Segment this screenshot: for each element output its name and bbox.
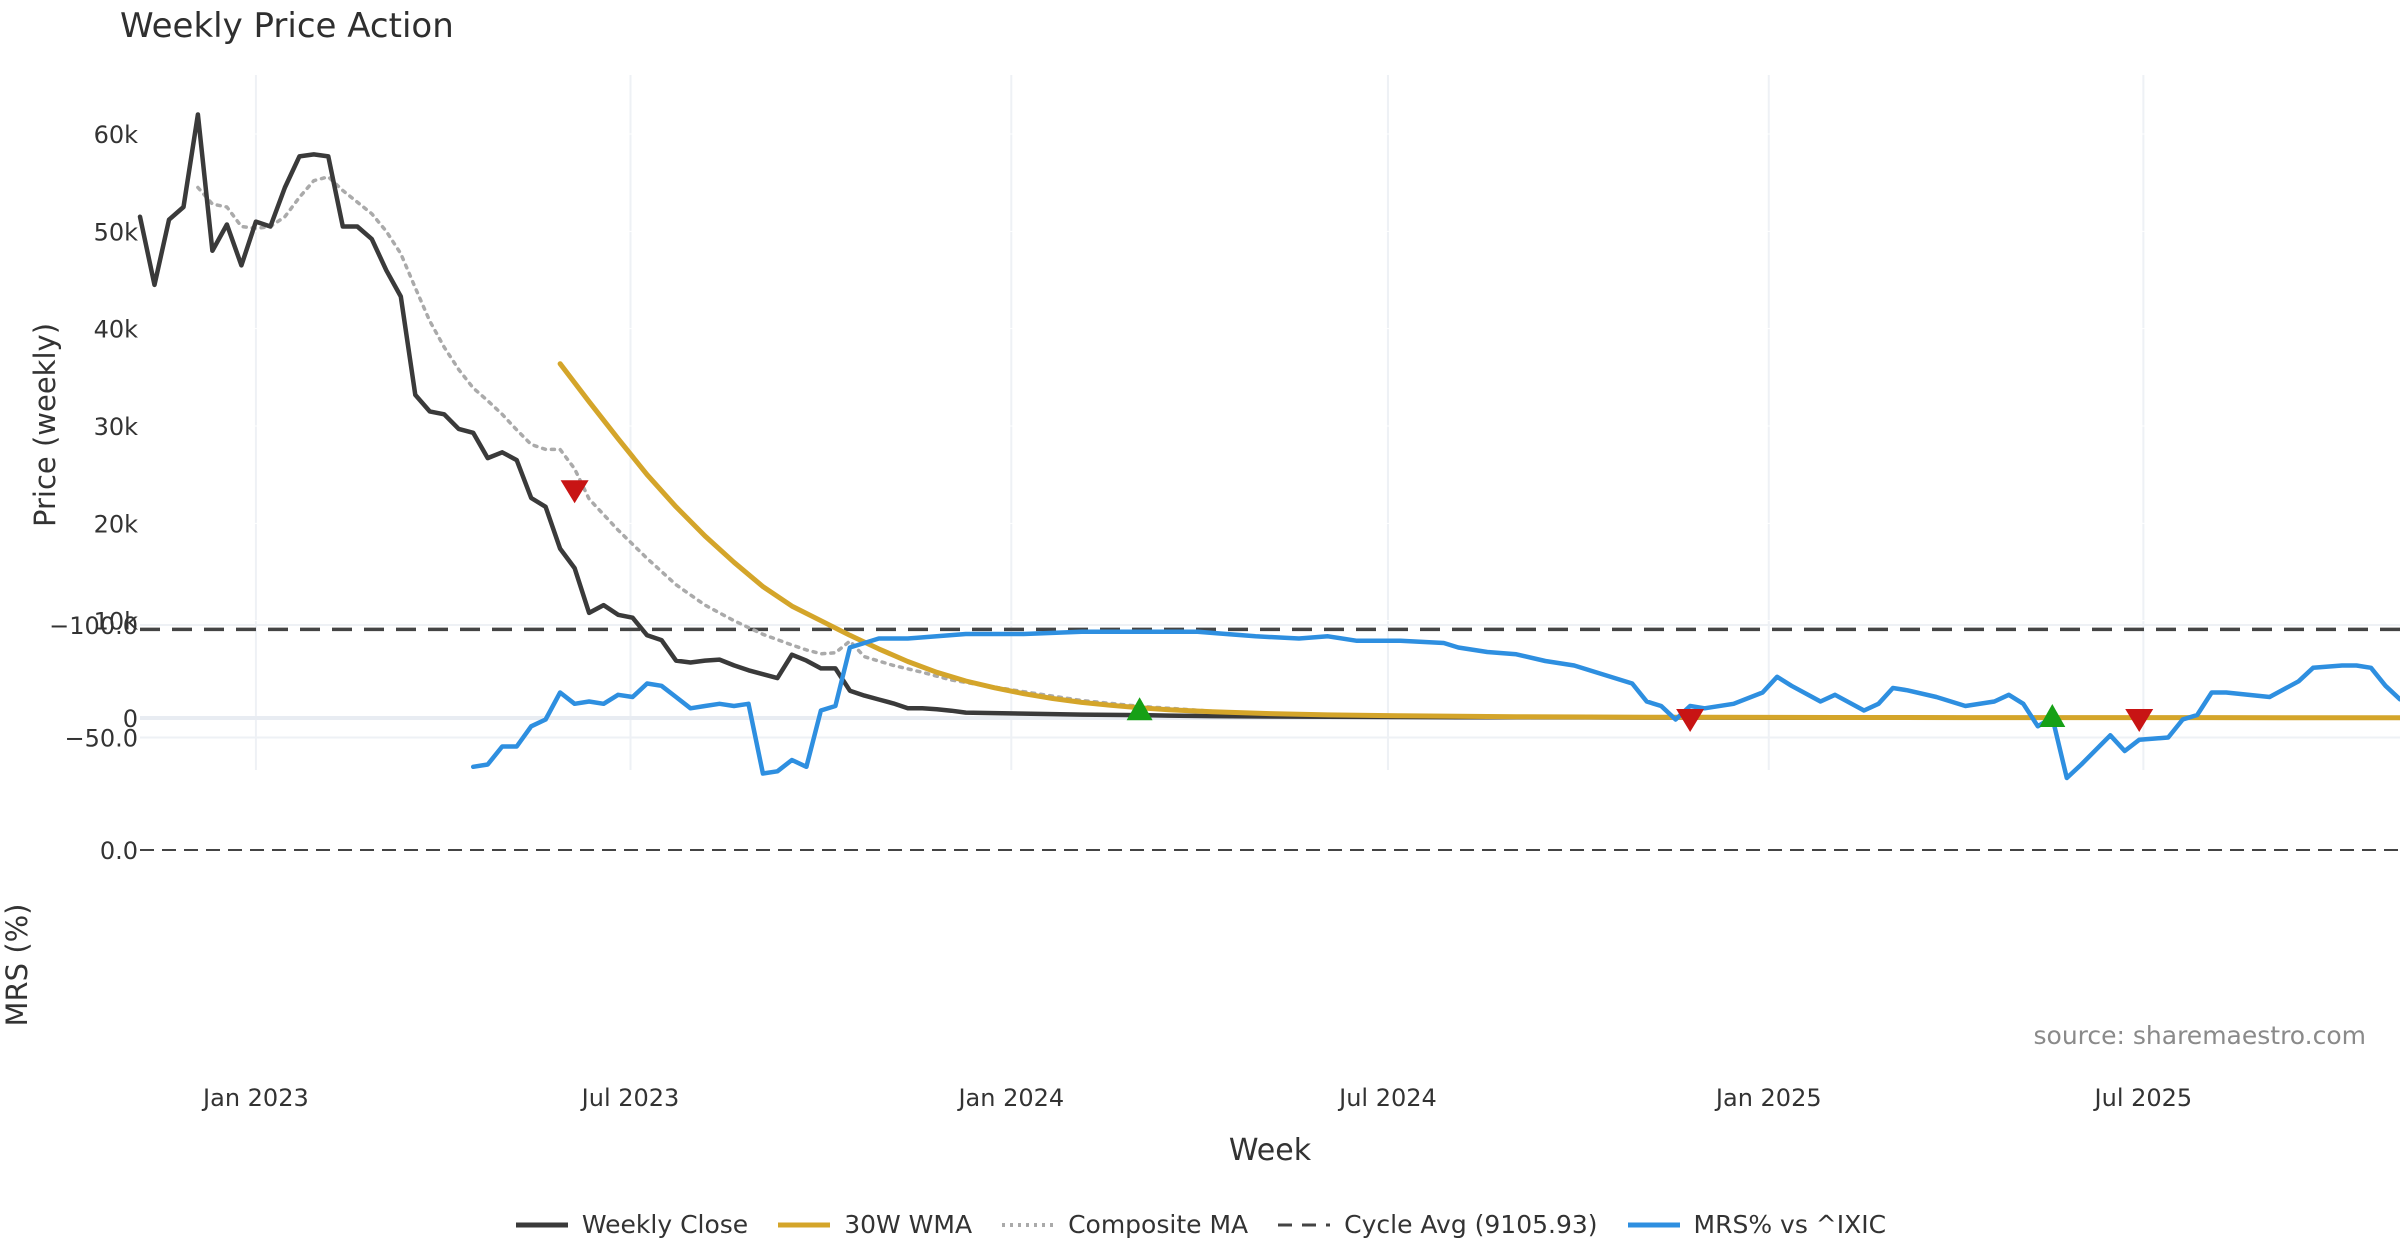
x-tick-label: Jul 2023 [580,1084,680,1112]
x-tick-label: Jan 2024 [956,1084,1064,1112]
sell-signal-marker [560,480,589,504]
buy-signal-marker [1126,697,1153,721]
y-tick-label: 60k [94,121,139,149]
legend-label: MRS% vs ^IXIC [1693,1210,1887,1239]
legend-label: Weekly Close [581,1210,749,1239]
sell-signal-marker [2125,708,2154,732]
legend-item-composite-ma[interactable]: Composite MA [1000,1210,1248,1239]
wma-line [557,361,2400,721]
axis-labels: Jan 2023 Jul 2023 Jan 2024 Jul 2024 Jan 2025… [0,121,2366,1168]
legend-item-cycle-avg[interactable]: Cycle Avg (9105.93) [1276,1210,1598,1239]
price-y-axis-label: Price (weekly) [28,323,62,527]
legend-swatch [515,1222,568,1227]
legend-label: Composite MA [1068,1210,1249,1239]
legend-label: 30W WMA [844,1210,973,1239]
legend-item-30w-wma[interactable]: 30W WMA [776,1210,972,1239]
mrs-line [470,629,2400,781]
y-tick-label: 0 [123,705,138,733]
y-tick-label: 10k [94,608,139,636]
x-tick-label: Jul 2024 [1337,1084,1437,1112]
legend-label: Cycle Avg (9105.93) [1344,1210,1598,1239]
signal-markers [560,480,2154,732]
series-lines [137,112,2400,781]
x-tick-label: Jan 2025 [1714,1084,1822,1112]
x-tick-label: Jul 2025 [2093,1084,2193,1112]
legend-swatch [778,1222,831,1227]
legend: Weekly Close 30W WMA Composite MA Cycle … [0,1210,2400,1239]
y-tick-label: 0.0 [100,837,138,865]
y-tick-label: 30k [94,413,139,441]
axes [140,627,2400,851]
x-axis-label: Week [1229,1133,1312,1168]
y-tick-label: −100.0 [49,612,138,640]
x-tick-label: Jan 2023 [201,1084,309,1112]
buy-signal-marker [2039,704,2066,728]
legend-swatch [1627,1222,1680,1227]
y-tick-label: −50.0 [64,725,138,753]
legend-swatch [1278,1223,1331,1226]
gridlines [140,75,2400,770]
y-tick-label: 50k [94,218,139,246]
y-tick-label: 20k [94,510,139,538]
mrs-y-axis-label: MRS (%) [0,904,34,1027]
legend-item-mrs[interactable]: MRS% vs ^IXIC [1626,1210,1887,1239]
chart-title: Weekly Price Action [120,6,454,46]
legend-swatch [1002,1222,1055,1227]
y-tick-label: 40k [94,316,139,344]
weekly-close-line [137,112,2400,720]
source-watermark: source: sharemaestro.com [2034,1021,2367,1050]
sell-signal-marker [1676,708,1705,732]
legend-item-weekly-close[interactable]: Weekly Close [514,1210,748,1239]
